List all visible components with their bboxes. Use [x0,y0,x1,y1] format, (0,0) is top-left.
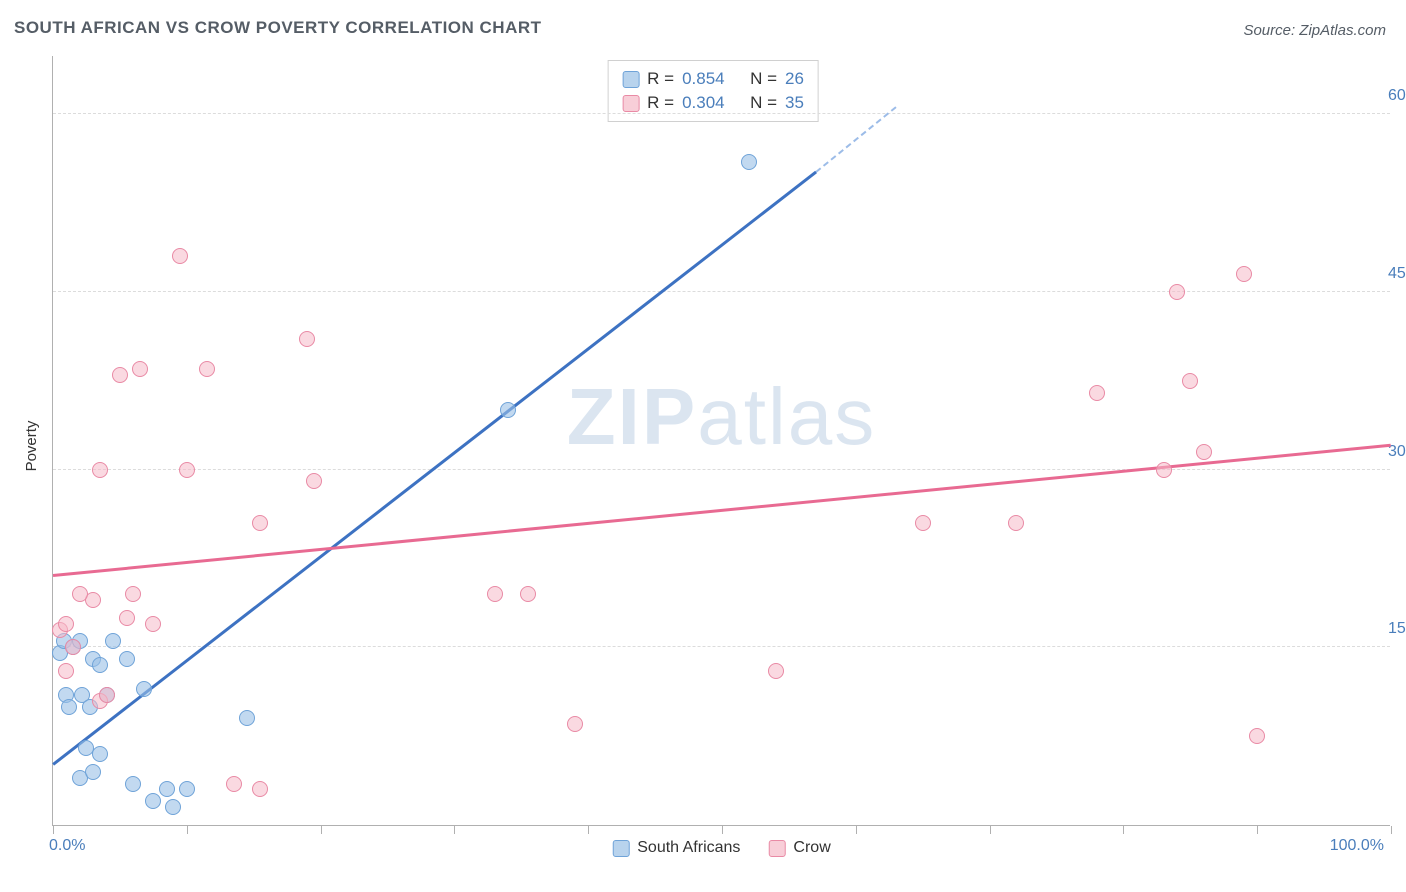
r-label: R = [647,93,674,113]
legend-item-pink: Crow [768,839,830,857]
x-tick [856,826,857,834]
data-point [1008,515,1024,531]
chart-title: SOUTH AFRICAN VS CROW POVERTY CORRELATIO… [14,18,542,38]
data-point [239,710,255,726]
watermark-text: ZIPatlas [567,371,876,463]
data-point [306,473,322,489]
data-point [1182,373,1198,389]
x-tick [454,826,455,834]
data-point [179,462,195,478]
x-tick [1391,826,1392,834]
data-point [567,716,583,732]
data-point [105,633,121,649]
trend-line-dashed [815,107,897,174]
r-value-blue: 0.854 [682,69,725,89]
data-point [72,586,88,602]
n-label: N = [750,93,777,113]
data-point [252,781,268,797]
n-value-blue: 26 [785,69,804,89]
gridline [53,646,1390,647]
y-tick-label: 45.0% [1380,265,1406,283]
r-label: R = [647,69,674,89]
data-point [85,764,101,780]
x-tick [588,826,589,834]
n-value-pink: 35 [785,93,804,113]
data-point [112,367,128,383]
data-point [92,462,108,478]
data-point [1249,728,1265,744]
data-point [165,799,181,815]
data-point [172,248,188,264]
data-point [915,515,931,531]
data-point [768,663,784,679]
data-point [1169,284,1185,300]
data-point [500,402,516,418]
series-name-blue: South Africans [637,839,740,857]
data-point [1089,385,1105,401]
swatch-blue-icon [612,840,629,857]
n-label: N = [750,69,777,89]
swatch-pink-icon [622,95,639,112]
data-point [125,776,141,792]
watermark-bold: ZIP [567,372,697,461]
y-axis-label: Poverty [23,421,40,472]
source-attribution: Source: ZipAtlas.com [1243,22,1386,39]
data-point [99,687,115,703]
gridline [53,113,1390,114]
data-point [179,781,195,797]
data-point [119,610,135,626]
data-point [145,616,161,632]
x-tick [321,826,322,834]
x-tick-label: 0.0% [49,837,85,855]
data-point [252,515,268,531]
data-point [58,663,74,679]
data-point [226,776,242,792]
legend-item-blue: South Africans [612,839,740,857]
legend-row-blue: R = 0.854 N = 26 [622,67,804,91]
x-tick [187,826,188,834]
data-point [92,746,108,762]
x-tick [990,826,991,834]
x-tick [722,826,723,834]
swatch-pink-icon [768,840,785,857]
data-point [61,699,77,715]
data-point [1156,462,1172,478]
data-point [1236,266,1252,282]
data-point [520,586,536,602]
y-tick-label: 60.0% [1380,87,1406,105]
x-tick-label: 100.0% [1330,837,1384,855]
y-tick-label: 15.0% [1380,620,1406,638]
r-value-pink: 0.304 [682,93,725,113]
swatch-blue-icon [622,71,639,88]
series-name-pink: Crow [793,839,830,857]
data-point [58,616,74,632]
data-point [299,331,315,347]
data-point [145,793,161,809]
x-tick [1123,826,1124,834]
gridline [53,469,1390,470]
data-point [119,651,135,667]
data-point [741,154,757,170]
data-point [92,657,108,673]
gridline [53,291,1390,292]
data-point [199,361,215,377]
data-point [65,639,81,655]
data-point [125,586,141,602]
data-point [159,781,175,797]
x-tick [1257,826,1258,834]
data-point [487,586,503,602]
data-point [136,681,152,697]
data-point [132,361,148,377]
data-point [1196,444,1212,460]
x-tick [53,826,54,834]
series-legend: South Africans Crow [612,839,831,857]
watermark-light: atlas [697,372,876,461]
scatter-chart-area: ZIPatlas R = 0.854 N = 26 R = 0.304 N = … [52,56,1390,826]
trend-line [53,443,1391,576]
legend-row-pink: R = 0.304 N = 35 [622,91,804,115]
